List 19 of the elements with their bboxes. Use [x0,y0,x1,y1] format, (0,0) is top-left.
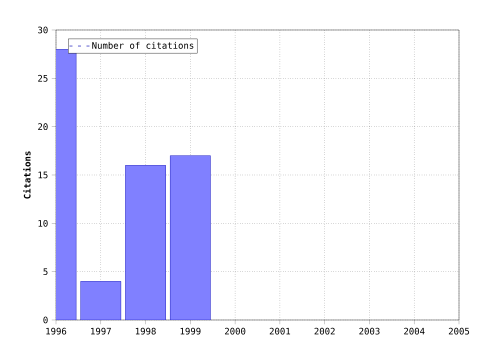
y-tick-label: 0 [43,316,48,324]
y-tick-label: 30 [38,26,48,34]
x-tick-label: 2004 [404,328,425,335]
x-tick-label: 2005 [448,328,470,335]
y-tick-label: 25 [38,74,48,82]
x-tick-label: 1998 [136,328,156,335]
y-tick-label: 20 [38,123,48,130]
x-tick-label: 2002 [314,328,335,335]
x-tick-label: 2000 [224,328,246,335]
x-tick-label: 1996 [46,328,66,335]
x-tick-label: 2001 [270,328,290,335]
y-axis-title: Citations [23,151,31,199]
legend-label: Number of citations [92,42,194,49]
x-tick-label: 2003 [359,328,380,335]
y-tick-label: 5 [43,268,48,275]
y-tick-label: 15 [38,172,48,178]
x-tick-label: 1999 [180,328,201,335]
x-tick-label: 1997 [91,328,111,335]
y-tick-label: 10 [38,220,48,227]
